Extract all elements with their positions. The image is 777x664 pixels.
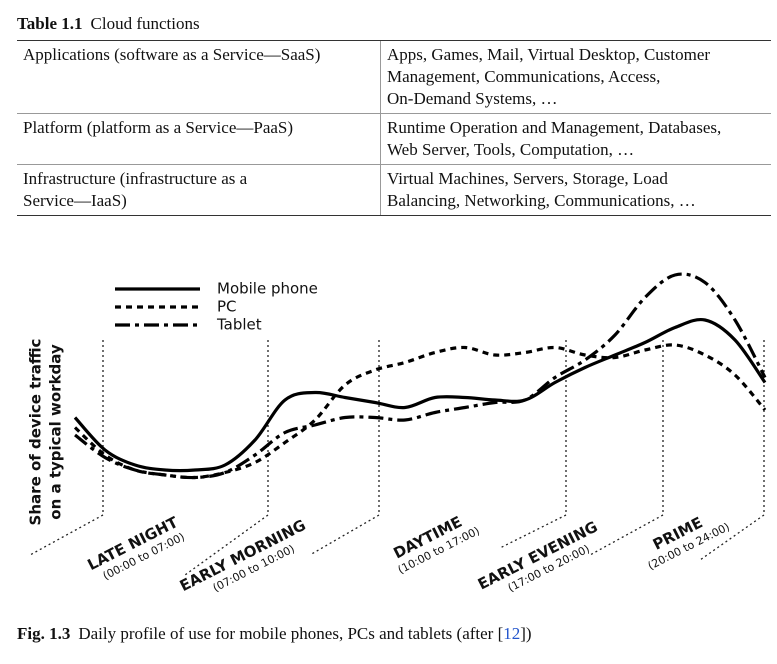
table-cell: Virtual Machines, Servers, Storage, Load… [381, 165, 771, 215]
table-cell: Platform (platform as a Service—PaaS) [17, 114, 381, 164]
cell-line: Service—IaaS) [23, 191, 127, 210]
series-line [73, 343, 767, 480]
series-line [73, 317, 767, 473]
figure-label: Fig. 1.3 [17, 624, 71, 643]
table-cell: Runtime Operation and Management, Databa… [381, 114, 771, 164]
period-divider [29, 514, 104, 556]
table: Applications (software as a Service—SaaS… [17, 40, 771, 216]
period-divider [499, 514, 567, 549]
period-divider [309, 514, 380, 556]
period-label: EARLY MORNING(07:00 to 10:00) [177, 516, 309, 595]
cell-line: On-Demand Systems, … [387, 89, 558, 108]
cell-line: Virtual Machines, Servers, Storage, Load [387, 169, 668, 188]
period-label: LATE NIGHT(00:00 to 07:00) [85, 513, 187, 583]
cell-line: Web Server, Tools, Computation, … [387, 140, 635, 159]
period-label: EARLY EVENING(17:00 to 20:00) [475, 518, 601, 595]
cell-line: Balancing, Networking, Communications, … [387, 191, 696, 210]
table-title: Cloud functions [90, 14, 200, 33]
period-label: DAYTIME(10:00 to 17:00) [390, 513, 481, 577]
cell-line: Management, Communications, Access, [387, 67, 661, 86]
table-row: Platform (platform as a Service—PaaS) Run… [17, 113, 771, 164]
y-axis-label: Share of device traffic [27, 339, 45, 526]
table-cell: Applications (software as a Service—SaaS… [17, 41, 381, 113]
cell-line: Infrastructure (infrastructure as a [23, 169, 248, 188]
table-row: Applications (software as a Service—SaaS… [17, 41, 771, 113]
reference-link[interactable]: 12 [503, 624, 521, 643]
table-caption: Table 1.1 Cloud functions [17, 14, 200, 34]
legend-label: PC [217, 298, 237, 316]
series-line [74, 272, 767, 480]
table-cell: Apps, Games, Mail, Virtual Desktop, Cust… [381, 41, 771, 113]
cell-line: Applications (software as a Service—SaaS… [23, 45, 321, 64]
chart: Share of device traffic on a typical work… [27, 272, 767, 595]
period-divider [699, 514, 765, 561]
legend-label: Mobile phone [217, 280, 318, 298]
caption-text: Daily profile of use for mobile phones, … [78, 624, 504, 643]
table-label: Table 1.1 [17, 14, 83, 33]
table-cell: Infrastructure (infrastructure as a Servi… [17, 165, 381, 215]
period-divider [589, 514, 664, 556]
cell-line: Runtime Operation and Management, Databa… [387, 118, 722, 137]
legend-label: Tablet [216, 316, 262, 334]
caption-text: ]) [520, 624, 532, 643]
y-axis-label: on a typical workday [47, 344, 65, 520]
period-label: PRIME(20:00 to 24:00) [646, 513, 732, 572]
cell-line: Apps, Games, Mail, Virtual Desktop, Cust… [387, 45, 711, 64]
period-divider [184, 514, 269, 576]
cell-line: Platform (platform as a Service—PaaS) [23, 118, 294, 137]
table-row: Infrastructure (infrastructure as a Servi… [17, 164, 771, 215]
figure-caption: Fig. 1.3 Daily profile of use for mobile … [17, 624, 532, 644]
